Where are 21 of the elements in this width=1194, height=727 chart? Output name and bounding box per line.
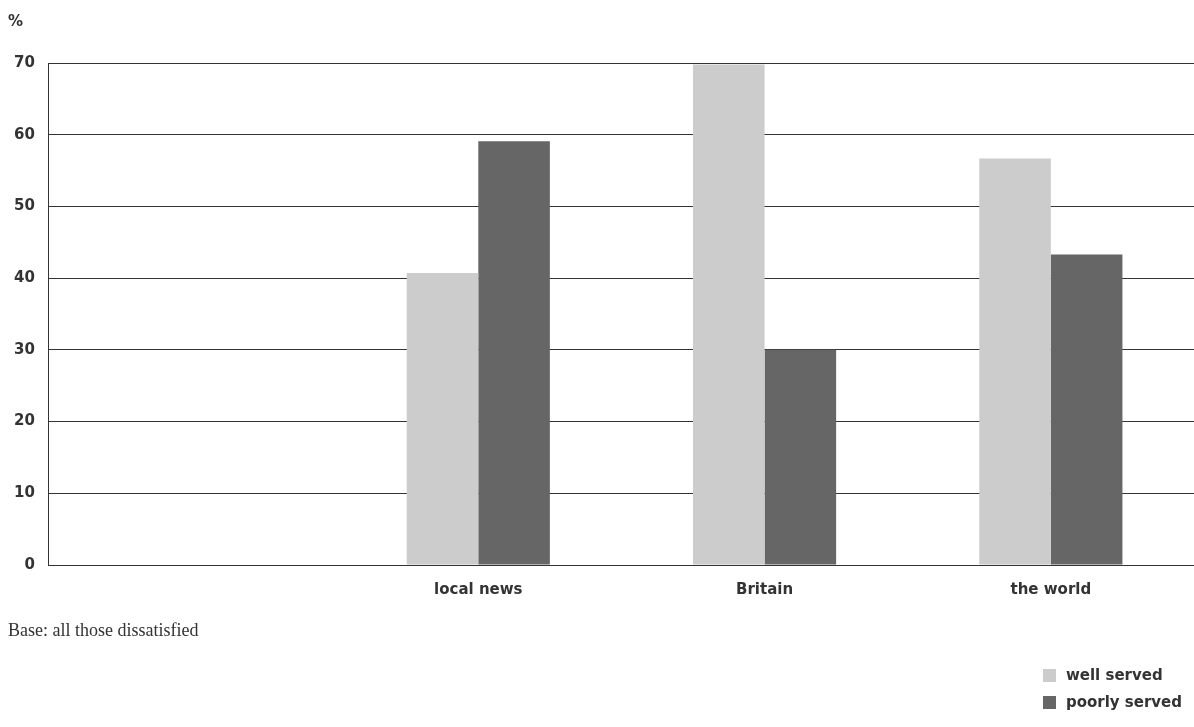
y-tick-label: 20 (14, 411, 35, 430)
x-tick-label: the world (1010, 579, 1092, 598)
legend-label: poorly served (1065, 693, 1182, 711)
x-tick-label: local news (434, 579, 523, 598)
bar (693, 64, 765, 565)
bar (1050, 254, 1123, 565)
bar (478, 141, 550, 565)
y-tick-label: 60 (14, 124, 35, 143)
bar (406, 273, 479, 565)
bar (979, 158, 1051, 565)
legend-label: well served (1065, 666, 1163, 684)
y-tick-label: 10 (14, 483, 35, 502)
y-tick-label: 40 (14, 268, 35, 287)
text: Base: all those dissatisfied (8, 620, 199, 641)
bar (764, 349, 837, 565)
x-tick-label: Britain (736, 579, 794, 598)
y-tick-label: 0 (24, 554, 35, 573)
y-axis-title: % (8, 12, 24, 30)
y-tick-label: 30 (14, 339, 35, 358)
y-tick-label: 50 (14, 196, 35, 215)
y-tick-label: 70 (14, 52, 35, 71)
